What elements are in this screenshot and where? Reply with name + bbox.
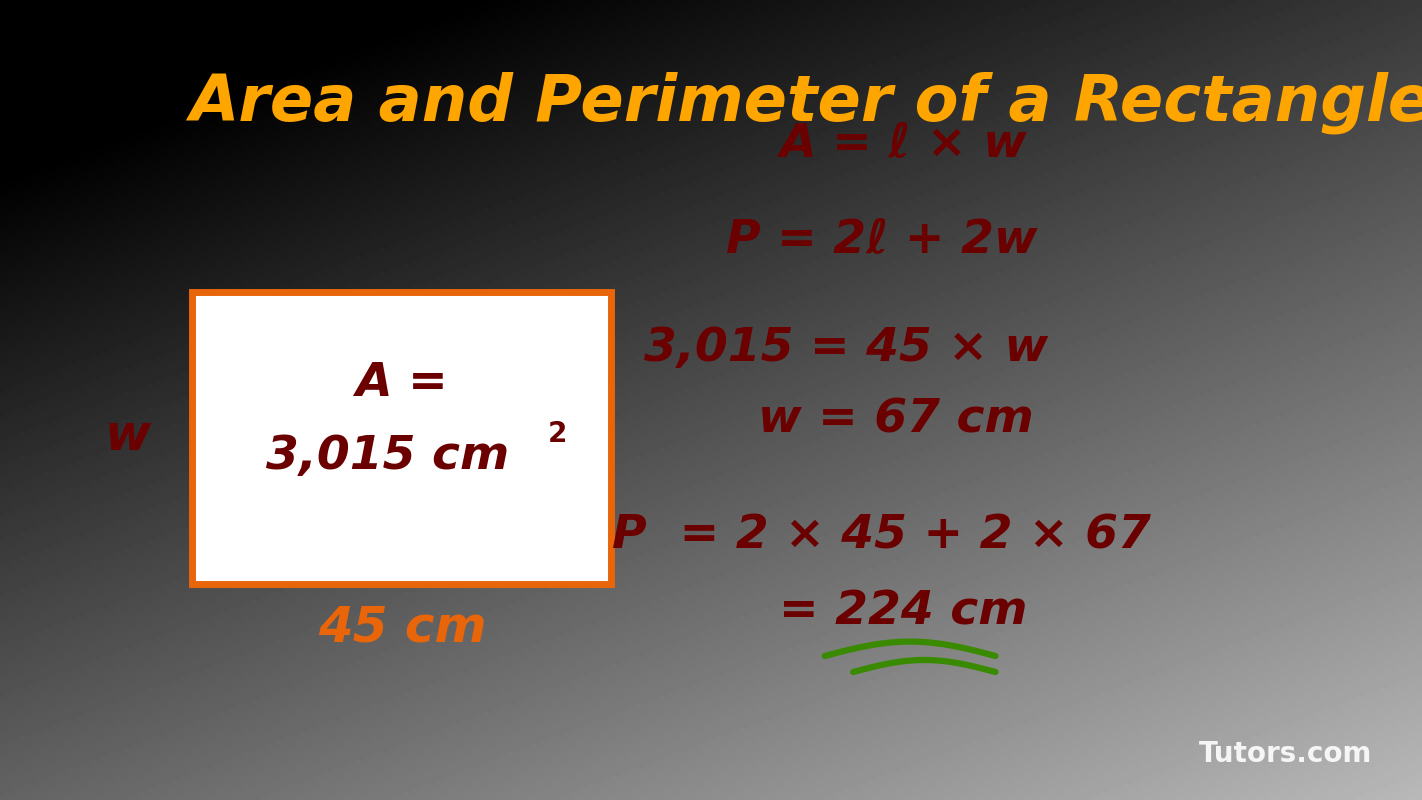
Text: Tutors.com: Tutors.com	[1199, 740, 1372, 768]
Text: Area and Perimeter of a Rectangle: Area and Perimeter of a Rectangle	[189, 72, 1422, 134]
Text: 3,015 = 45 × w: 3,015 = 45 × w	[644, 326, 1048, 370]
Text: P  = 2 × 45 + 2 × 67: P = 2 × 45 + 2 × 67	[613, 514, 1150, 558]
Text: = 224 cm: = 224 cm	[779, 590, 1027, 634]
Text: A =: A =	[356, 362, 448, 406]
Text: 3,015 cm: 3,015 cm	[266, 434, 509, 478]
Text: P = 2ℓ + 2w: P = 2ℓ + 2w	[725, 218, 1038, 262]
FancyBboxPatch shape	[192, 292, 611, 584]
Text: w: w	[105, 412, 151, 460]
Text: A = ℓ × w: A = ℓ × w	[779, 122, 1027, 166]
Text: 2: 2	[547, 419, 567, 447]
Text: w = 67 cm: w = 67 cm	[758, 398, 1034, 442]
Text: 45 cm: 45 cm	[319, 604, 486, 652]
